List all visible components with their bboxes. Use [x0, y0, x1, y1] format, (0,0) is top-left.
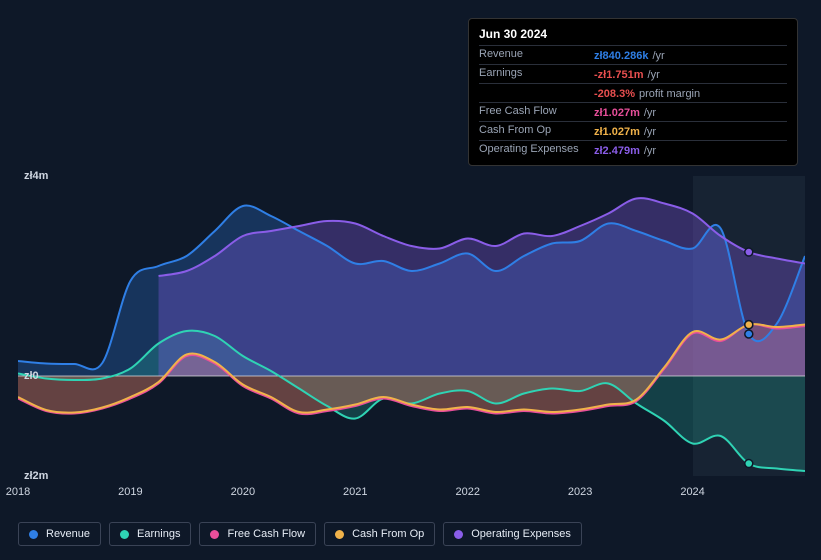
legend-swatch	[454, 530, 463, 539]
cursor-marker-revenue	[745, 330, 753, 338]
tooltip-row: Cash From Opzł1.027m/yr	[479, 121, 787, 140]
legend-item-cfo[interactable]: Cash From Op	[324, 522, 435, 546]
x-axis-label: 2021	[343, 486, 367, 498]
legend-swatch	[335, 530, 344, 539]
tooltip-row-label: Free Cash Flow	[479, 105, 594, 119]
legend-swatch	[210, 530, 219, 539]
tooltip-row-label: Cash From Op	[479, 124, 594, 138]
tooltip-row-value: zł1.027m	[594, 126, 640, 138]
chart-legend: Revenue Earnings Free Cash Flow Cash From O…	[18, 522, 582, 546]
cursor-marker-opex	[745, 248, 753, 256]
y-axis-label: zł0	[24, 370, 39, 382]
x-axis-label: 2018	[6, 486, 30, 498]
y-axis-label: zł4m	[24, 170, 48, 182]
tooltip-row-suffix: /yr	[648, 69, 660, 81]
legend-item-fcf[interactable]: Free Cash Flow	[199, 522, 316, 546]
legend-swatch	[120, 530, 129, 539]
tooltip-row-suffix: /yr	[644, 107, 656, 119]
tooltip-row-suffix: /yr	[644, 126, 656, 138]
tooltip-row-value: zł840.286k	[594, 50, 648, 62]
financials-chart: zł4m zł0 zł2m 2018 2019 2020 2021 2022 2023 2024…	[0, 0, 821, 560]
legend-label: Earnings	[137, 528, 180, 540]
legend-item-opex[interactable]: Operating Expenses	[443, 522, 582, 546]
chart-plot-area[interactable]	[18, 176, 805, 476]
tooltip-row-label: Revenue	[479, 48, 594, 62]
tooltip-row: Operating Expenseszł2.479m/yr	[479, 140, 787, 159]
tooltip-row-suffix: profit margin	[639, 88, 700, 100]
legend-label: Revenue	[46, 528, 90, 540]
tooltip-row-label: Operating Expenses	[479, 143, 594, 157]
tooltip-row: Revenuezł840.286k/yr	[479, 45, 787, 64]
tooltip-row: Free Cash Flowzł1.027m/yr	[479, 102, 787, 121]
legend-label: Operating Expenses	[471, 528, 571, 540]
tooltip-row-value: zł1.027m	[594, 107, 640, 119]
tooltip-row-suffix: /yr	[644, 145, 656, 157]
tooltip-row-value: -208.3%	[594, 88, 635, 100]
legend-label: Free Cash Flow	[227, 528, 305, 540]
tooltip-row-value: zł2.479m	[594, 145, 640, 157]
tooltip-row: -208.3% profit margin	[479, 83, 787, 102]
legend-item-revenue[interactable]: Revenue	[18, 522, 101, 546]
tooltip-row-value: -zł1.751m	[594, 69, 644, 81]
x-axis-label: 2022	[455, 486, 479, 498]
legend-label: Cash From Op	[352, 528, 424, 540]
x-axis-label: 2019	[118, 486, 142, 498]
tooltip-date: Jun 30 2024	[479, 25, 787, 45]
x-axis-label: 2020	[231, 486, 255, 498]
y-axis-label: zł2m	[24, 470, 48, 482]
tooltip-row-label	[479, 86, 594, 100]
x-axis-label: 2023	[568, 486, 592, 498]
chart-tooltip: Jun 30 2024 Revenuezł840.286k/yrEarnings…	[468, 18, 798, 166]
x-axis-label: 2024	[680, 486, 704, 498]
cursor-marker-cfo	[745, 321, 753, 329]
legend-item-earnings[interactable]: Earnings	[109, 522, 191, 546]
cursor-marker-earnings	[745, 460, 753, 468]
legend-swatch	[29, 530, 38, 539]
tooltip-row-suffix: /yr	[652, 50, 664, 62]
tooltip-row-label: Earnings	[479, 67, 594, 81]
tooltip-row: Earnings-zł1.751m/yr	[479, 64, 787, 83]
